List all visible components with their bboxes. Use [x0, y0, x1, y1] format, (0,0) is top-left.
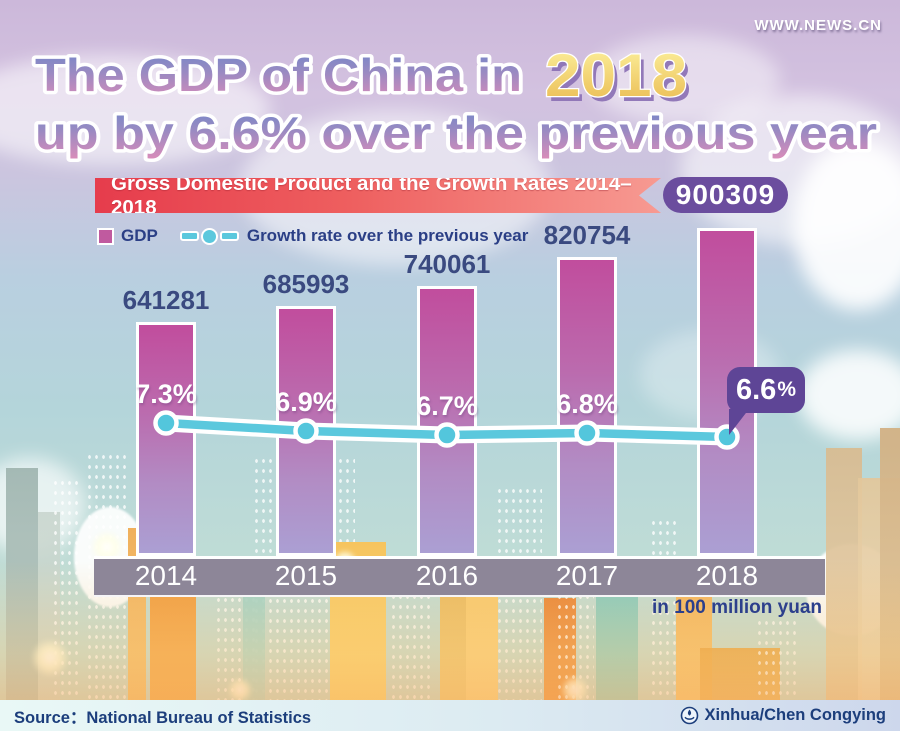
credit-text: Xinhua/Chen Congying	[704, 706, 887, 724]
gdp-bar-2017	[557, 257, 617, 556]
gdp-legend-swatch	[97, 227, 114, 245]
growth-label-2017: 6.8%	[556, 389, 618, 419]
building-shape	[52, 478, 82, 731]
site-watermark: WWW.NEWS.CN	[754, 17, 882, 34]
source-text: Source：National Bureau of Statistics	[14, 708, 312, 727]
growth-legend-label: Growth rate over the previous year	[246, 226, 529, 245]
light-flare	[30, 638, 70, 678]
x-axis-band	[94, 556, 825, 597]
credit-group: Xinhua/Chen Congying	[680, 706, 887, 725]
building-shape	[826, 448, 862, 731]
gdp-2018-value-badge: 900309	[663, 177, 788, 213]
title-line2: up by 6.6% over the previous year	[35, 107, 877, 159]
growth-label-2015: 6.9%	[275, 387, 337, 417]
gdp-legend-label: GDP	[121, 226, 158, 245]
bar-value-2017: 820754	[543, 220, 631, 250]
bar-value-2016: 740061	[403, 249, 491, 279]
growth-label-2016: 6.7%	[416, 391, 478, 421]
cloud-shape	[793, 140, 900, 310]
year-label-2014: 2014	[134, 560, 198, 591]
growth-bubble-2018: 6.6 %	[727, 367, 805, 413]
title-year: 2018	[545, 42, 687, 109]
building-shape	[496, 486, 542, 731]
title-line1: The GDP of China in	[35, 49, 522, 101]
bar-value-2014: 641281	[122, 285, 210, 315]
cloud-shape	[798, 350, 900, 440]
bar-value-2015: 685993	[262, 269, 350, 299]
gdp-bar-2014	[136, 322, 196, 556]
legend-dash-icon	[219, 231, 239, 241]
unit-note: in 100 million yuan	[652, 597, 822, 618]
legend: GDP Growth rate over the previous year	[97, 226, 528, 246]
growth-label-2014: 7.3%	[135, 379, 197, 409]
gdp-bar-2015	[276, 306, 336, 556]
year-label-2017: 2017	[555, 560, 619, 591]
building-shape	[880, 428, 900, 731]
bubble-percent-sign: %	[777, 378, 796, 401]
legend-dash-icon	[179, 231, 199, 241]
chart-title-text: Gross Domestic Product and the Growth Ra…	[111, 171, 632, 219]
xinhua-logo-icon	[680, 706, 698, 725]
title-year-shadow: 2018	[549, 47, 691, 114]
bubble-value: 6.6	[735, 373, 777, 406]
year-label-2015: 2015	[274, 560, 338, 591]
footer-bar: Source：National Bureau of Statistics Xin…	[0, 700, 900, 731]
legend-dot-icon	[200, 227, 218, 245]
year-label-2018: 2018	[695, 560, 759, 591]
growth-line-legend-symbol	[179, 227, 239, 245]
year-label-2016: 2016	[415, 560, 479, 591]
chart-title-banner: Gross Domestic Product and the Growth Ra…	[95, 178, 661, 213]
building-shape	[6, 468, 38, 731]
page-title: The GDP of China in 2018 2018 up by 6.6%…	[32, 41, 881, 163]
cloud-shape	[0, 55, 270, 165]
